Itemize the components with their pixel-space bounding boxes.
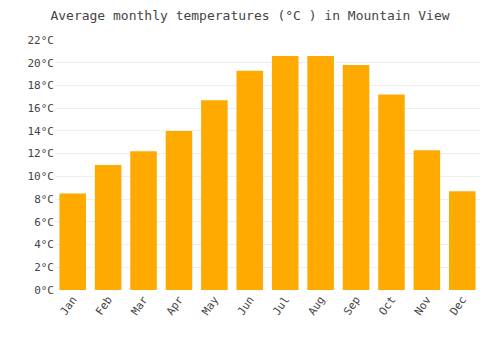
svg-text:Nov: Nov bbox=[412, 294, 434, 318]
svg-text:6°C: 6°C bbox=[34, 216, 54, 229]
svg-text:Feb: Feb bbox=[93, 294, 115, 318]
svg-text:Sep: Sep bbox=[341, 294, 363, 318]
svg-text:Jan: Jan bbox=[58, 294, 80, 318]
svg-text:Jun: Jun bbox=[235, 294, 257, 318]
svg-text:10°C: 10°C bbox=[28, 170, 55, 183]
svg-text:2°C: 2°C bbox=[34, 261, 54, 274]
svg-text:20°C: 20°C bbox=[28, 57, 55, 70]
svg-text:0°C: 0°C bbox=[34, 284, 54, 297]
svg-text:Dec: Dec bbox=[447, 294, 469, 318]
svg-text:14°C: 14°C bbox=[28, 125, 55, 138]
svg-text:Average monthly temperatures (: Average monthly temperatures (°C ) in Mo… bbox=[50, 8, 449, 23]
svg-text:16°C: 16°C bbox=[28, 102, 55, 115]
svg-text:4°C: 4°C bbox=[34, 238, 54, 251]
svg-text:18°C: 18°C bbox=[28, 79, 55, 92]
svg-text:May: May bbox=[199, 294, 221, 318]
svg-text:12°C: 12°C bbox=[28, 147, 55, 160]
svg-text:8°C: 8°C bbox=[34, 193, 54, 206]
svg-text:Oct: Oct bbox=[376, 294, 398, 318]
svg-text:22°C: 22°C bbox=[28, 34, 55, 47]
svg-text:Apr: Apr bbox=[164, 294, 186, 318]
svg-text:Jul: Jul bbox=[270, 294, 292, 318]
svg-text:Mar: Mar bbox=[128, 294, 150, 318]
svg-text:Aug: Aug bbox=[306, 294, 328, 318]
